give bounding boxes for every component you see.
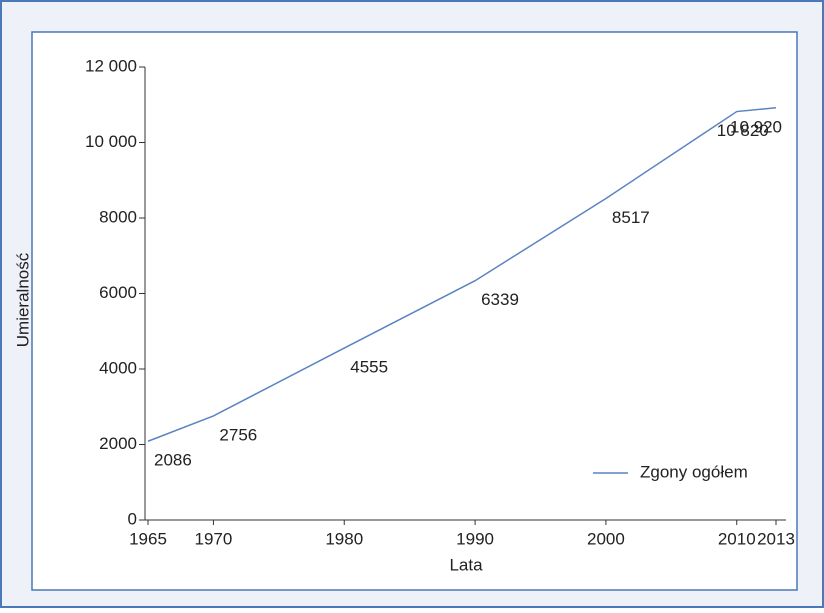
x-tick-label: 2013: [757, 529, 795, 548]
x-axis-label: Lata: [449, 555, 483, 574]
data-label: 6339: [481, 290, 519, 309]
data-label: 4555: [350, 358, 388, 377]
x-tick-label: 2000: [587, 529, 625, 548]
x-tick-label: 1965: [129, 529, 167, 548]
y-tick-label: 10 000: [85, 132, 137, 151]
x-tick-label: 1970: [195, 529, 233, 548]
data-label: 8517: [612, 208, 650, 227]
y-tick-label: 0: [128, 509, 137, 528]
data-label: 2756: [219, 425, 257, 444]
data-line: [147, 107, 777, 442]
data-label: 10 820: [717, 121, 769, 140]
panel: [31, 31, 798, 591]
y-tick-label: 12 000: [85, 56, 137, 75]
x-tick-label: 1990: [456, 529, 494, 548]
y-tick-label: 4000: [99, 358, 137, 377]
x-tick-label: 2010: [718, 529, 756, 548]
y-tick-label: 6000: [99, 283, 137, 302]
data-label: 2086: [154, 451, 192, 470]
y-axis-label: Umieralność: [13, 252, 32, 347]
x-tick-label: 1980: [325, 529, 363, 548]
y-tick-label: 2000: [99, 434, 137, 453]
data-label: 10 920: [730, 117, 782, 136]
legend-label: Zgony ogółem: [640, 462, 748, 481]
y-tick-label: 8000: [99, 207, 137, 226]
